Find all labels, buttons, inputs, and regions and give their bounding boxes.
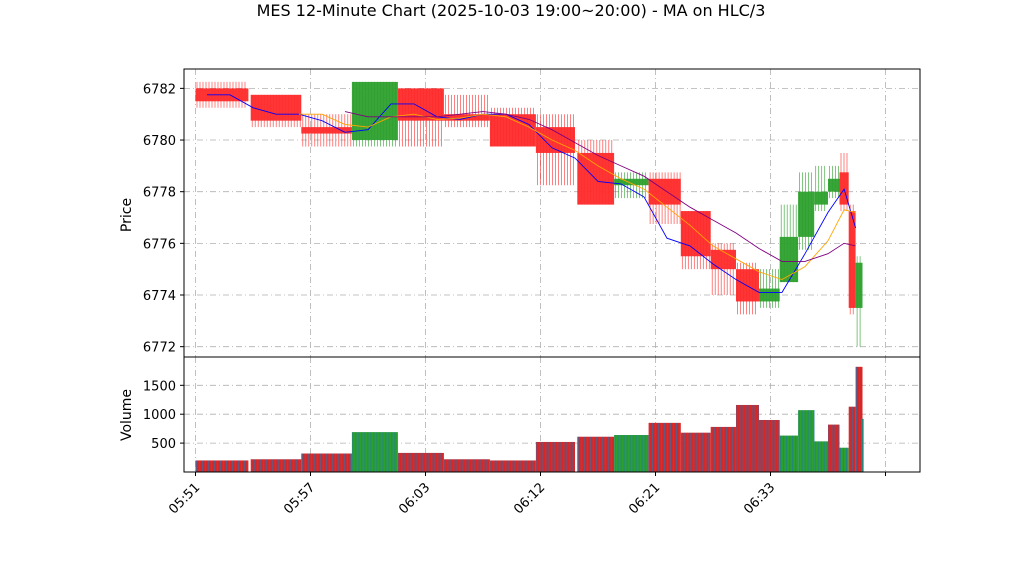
- candle: [250, 94, 302, 128]
- x-tick-label: 05:57: [281, 480, 318, 517]
- volume-bar: [397, 452, 444, 472]
- volume-bar: [301, 453, 352, 472]
- candle-body: [848, 211, 856, 308]
- candle-body: [814, 191, 828, 205]
- candle-body: [680, 211, 711, 257]
- candle: [814, 165, 828, 212]
- candle-body: [855, 262, 863, 308]
- price-ma-lines: [207, 94, 857, 293]
- price-axis-label: Price: [119, 198, 135, 232]
- volume-y-tick-label: 500: [151, 437, 176, 452]
- volume-bar-fill: [535, 441, 575, 472]
- volume-bar-fill: [779, 435, 799, 472]
- candle-body: [736, 269, 759, 302]
- candle: [759, 269, 780, 308]
- candle: [736, 262, 759, 315]
- x-tick-label: 05:51: [166, 480, 203, 517]
- volume-bar: [814, 441, 828, 472]
- candle-body: [798, 191, 815, 237]
- price-y-tick-label: 6776: [143, 237, 176, 252]
- volume-bar: [443, 459, 490, 472]
- price-panel: 6772 6774 6776 6778 6780 6782 Price: [119, 68, 921, 358]
- volume-bar: [680, 432, 711, 472]
- volume-bar-fill: [828, 424, 840, 472]
- candle: [798, 172, 815, 250]
- volume-bar: [577, 436, 615, 472]
- candle-body: [828, 178, 840, 192]
- volume-bar-fill: [736, 404, 759, 472]
- volume-panel: 500 1000 1500 Volume: [119, 356, 921, 473]
- volume-bar: [351, 432, 398, 472]
- candle: [839, 152, 849, 212]
- candle: [828, 165, 840, 199]
- price-y-tick-label: 6780: [143, 134, 176, 149]
- price-y-ticks: 6772 6774 6776 6778 6780 6782: [143, 82, 184, 356]
- volume-bar: [759, 419, 780, 472]
- candle: [351, 81, 398, 147]
- volume-bar-fill: [397, 452, 444, 472]
- volume-y-tick-label: 1000: [143, 408, 176, 423]
- volume-bar-fill: [443, 459, 490, 472]
- volume-bar: [736, 404, 759, 472]
- candle-body: [250, 94, 302, 121]
- volume-bar-fill: [489, 460, 536, 472]
- volume-bar: [779, 435, 799, 472]
- volume-bar-fill: [351, 432, 398, 472]
- candle: [680, 211, 711, 270]
- price-y-tick-label: 6774: [143, 289, 176, 304]
- volume-bar: [839, 447, 849, 472]
- volume-y-tick-label: 1500: [143, 379, 176, 394]
- x-tick-label: 06:12: [511, 480, 548, 517]
- volume-bar: [855, 366, 863, 472]
- ma-line-slow: [344, 111, 856, 262]
- candle: [848, 204, 856, 315]
- candle-body: [710, 249, 736, 270]
- candle-body: [779, 236, 799, 283]
- volume-bar: [648, 422, 681, 472]
- candle-body: [301, 127, 352, 134]
- x-tick-label: 06:33: [741, 480, 778, 517]
- chart-title: MES 12-Minute Chart (2025-10-03 19:00~20…: [256, 1, 766, 20]
- price-y-tick-label: 6772: [143, 341, 176, 356]
- volume-bar: [848, 406, 856, 472]
- price-y-tick-label: 6778: [143, 186, 176, 201]
- volume-bar: [535, 441, 575, 472]
- x-tick-label: 06:03: [396, 480, 433, 517]
- volume-bar: [195, 460, 249, 472]
- price-candles: [195, 81, 863, 347]
- volume-bar: [250, 459, 302, 472]
- volume-y-ticks: 500 1000 1500: [143, 379, 184, 452]
- volume-bar-fill: [680, 432, 711, 472]
- candle: [397, 88, 444, 147]
- x-axis-ticks: 05:51 05:57 06:03 06:12 06:21 06:33: [166, 472, 886, 517]
- candle: [710, 243, 736, 296]
- volume-bar-fill: [839, 447, 849, 472]
- volume-bar: [798, 410, 815, 472]
- price-y-tick-label: 6782: [143, 82, 176, 97]
- volume-bar-fill: [855, 366, 863, 472]
- volume-bar-fill: [798, 410, 815, 472]
- ma-line-fast: [207, 94, 857, 293]
- volume-bar: [861, 418, 864, 472]
- candle-body: [351, 81, 398, 141]
- candle: [614, 172, 649, 199]
- candle-body: [759, 288, 780, 302]
- x-tick-label: 06:21: [626, 480, 663, 517]
- candle: [301, 114, 352, 147]
- volume-bars: [195, 366, 864, 472]
- volume-bar: [489, 460, 536, 472]
- candle-body: [614, 178, 649, 186]
- volume-bar: [828, 424, 840, 472]
- candle: [855, 256, 863, 347]
- volume-axis-label: Volume: [119, 389, 135, 441]
- volume-bar: [710, 426, 737, 472]
- volume-bar-fill: [195, 460, 249, 472]
- volume-bar-fill: [848, 406, 856, 472]
- volume-bar: [614, 435, 649, 472]
- volume-bar-fill: [614, 435, 649, 472]
- candle: [443, 94, 490, 128]
